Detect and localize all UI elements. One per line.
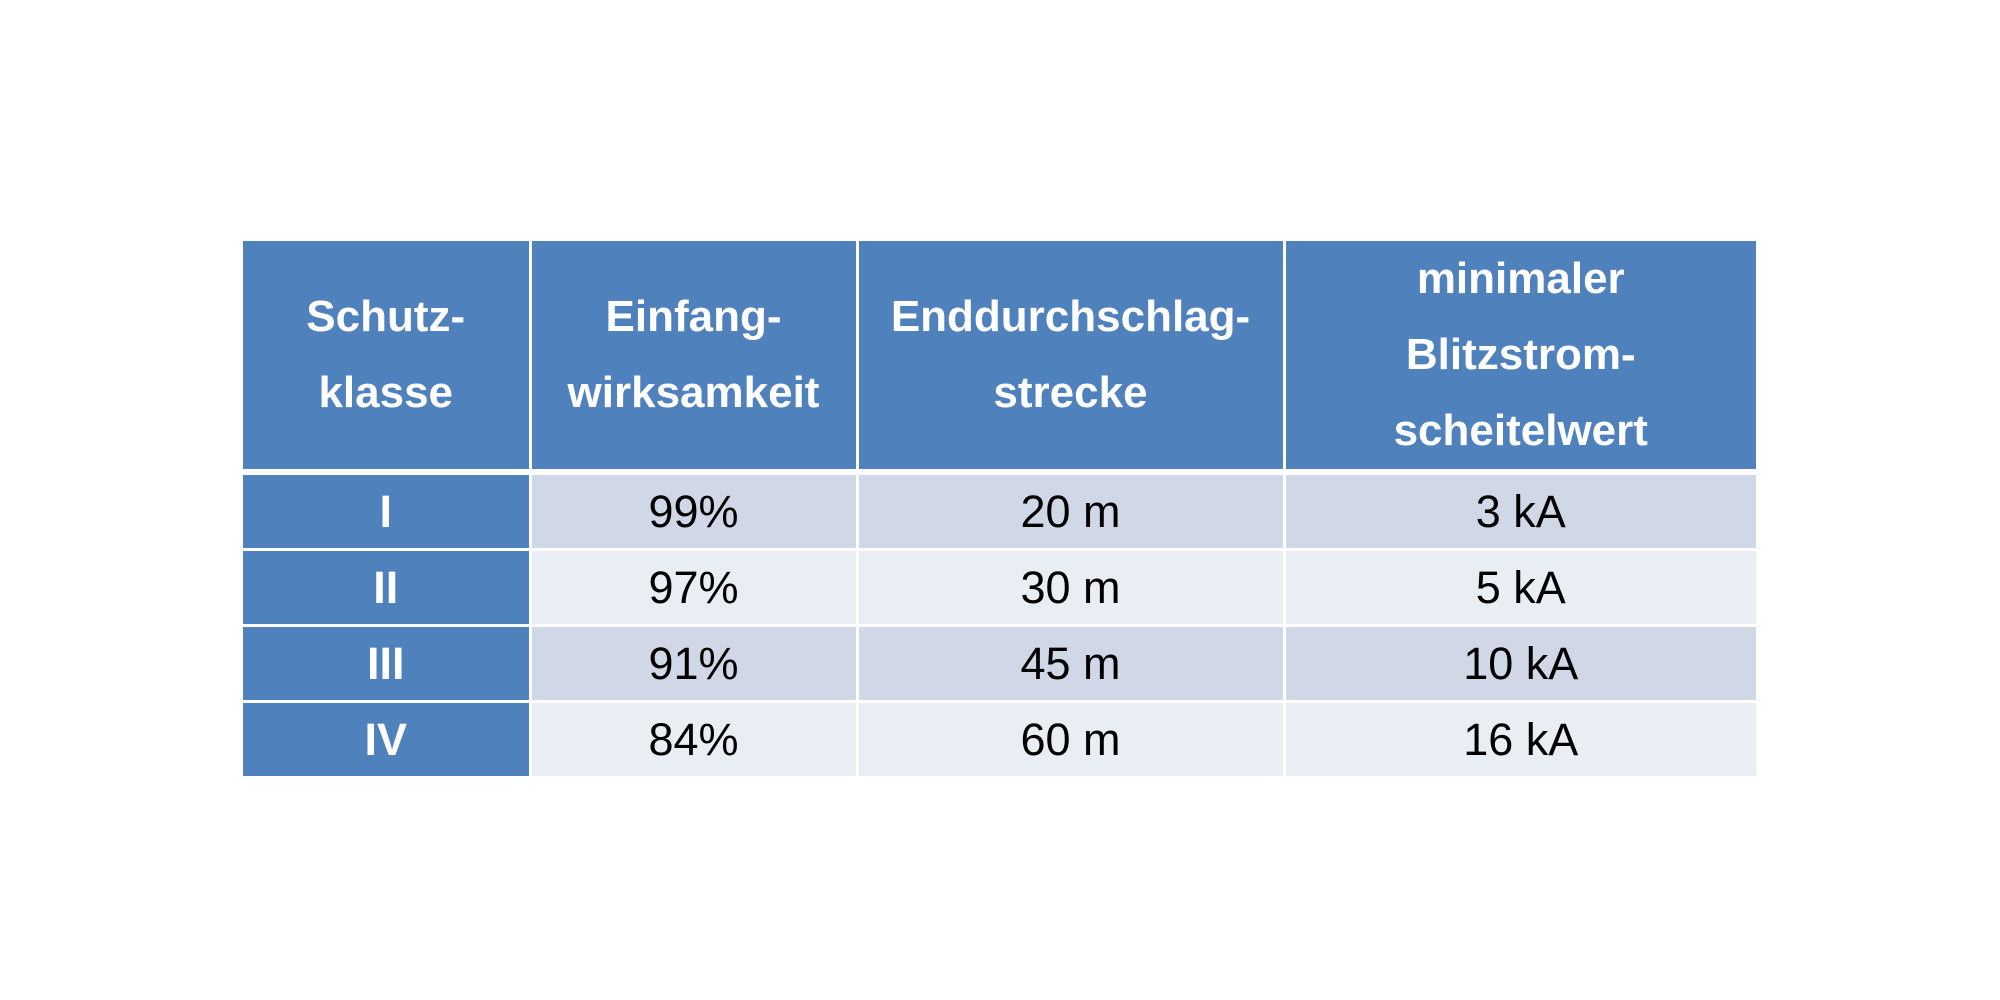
strike-distance-cell: 60 m (855, 700, 1284, 776)
table-row: II 97% 30 m 5 kA (243, 548, 1756, 626)
table-row: III 91% 45 m 10 kA (243, 624, 1756, 702)
peak-current-cell: 5 kA (1282, 548, 1756, 626)
header-interception-efficiency: Einfang- wirksamkeit (528, 241, 857, 475)
peak-current-cell: 10 kA (1282, 624, 1756, 702)
header-line: Schutz- (306, 292, 466, 341)
efficiency-cell: 84% (528, 700, 857, 776)
header-line: minimaler (1416, 254, 1625, 303)
header-line: Einfang- (605, 292, 782, 341)
protection-class-cell: II (243, 548, 530, 626)
strike-distance-cell: 20 m (855, 470, 1284, 550)
strike-distance-cell: 30 m (855, 548, 1284, 626)
header-line: strecke (993, 368, 1148, 417)
protection-class-cell: IV (243, 700, 530, 776)
header-line: Blitzstrom- (1405, 330, 1636, 379)
header-protection-class: Schutz- klasse (243, 241, 530, 475)
header-line: scheitelwert (1393, 406, 1648, 455)
header-minimum-peak-current: minimaler Blitzstrom- scheitelwert (1282, 241, 1756, 475)
strike-distance-cell: 45 m (855, 624, 1284, 702)
table-row: I 99% 20 m 3 kA (243, 470, 1756, 550)
header-line: wirksamkeit (567, 368, 820, 417)
header-row: Schutz- klasse Einfang- wirksamkeit Endd… (243, 241, 1756, 475)
header-final-strike-distance: Enddurchschlag- strecke (855, 241, 1284, 475)
peak-current-cell: 16 kA (1282, 700, 1756, 776)
efficiency-cell: 99% (528, 470, 857, 550)
table-row: IV 84% 60 m 16 kA (243, 700, 1756, 776)
efficiency-cell: 97% (528, 548, 857, 626)
header-line: Enddurchschlag- (890, 292, 1251, 341)
protection-class-cell: III (243, 624, 530, 702)
efficiency-cell: 91% (528, 624, 857, 702)
header-line: klasse (318, 368, 454, 417)
protection-class-table: Schutz- klasse Einfang- wirksamkeit Endd… (243, 241, 1756, 776)
peak-current-cell: 3 kA (1282, 470, 1756, 550)
protection-class-table-container: Schutz- klasse Einfang- wirksamkeit Endd… (243, 241, 1756, 776)
protection-class-cell: I (243, 470, 530, 550)
